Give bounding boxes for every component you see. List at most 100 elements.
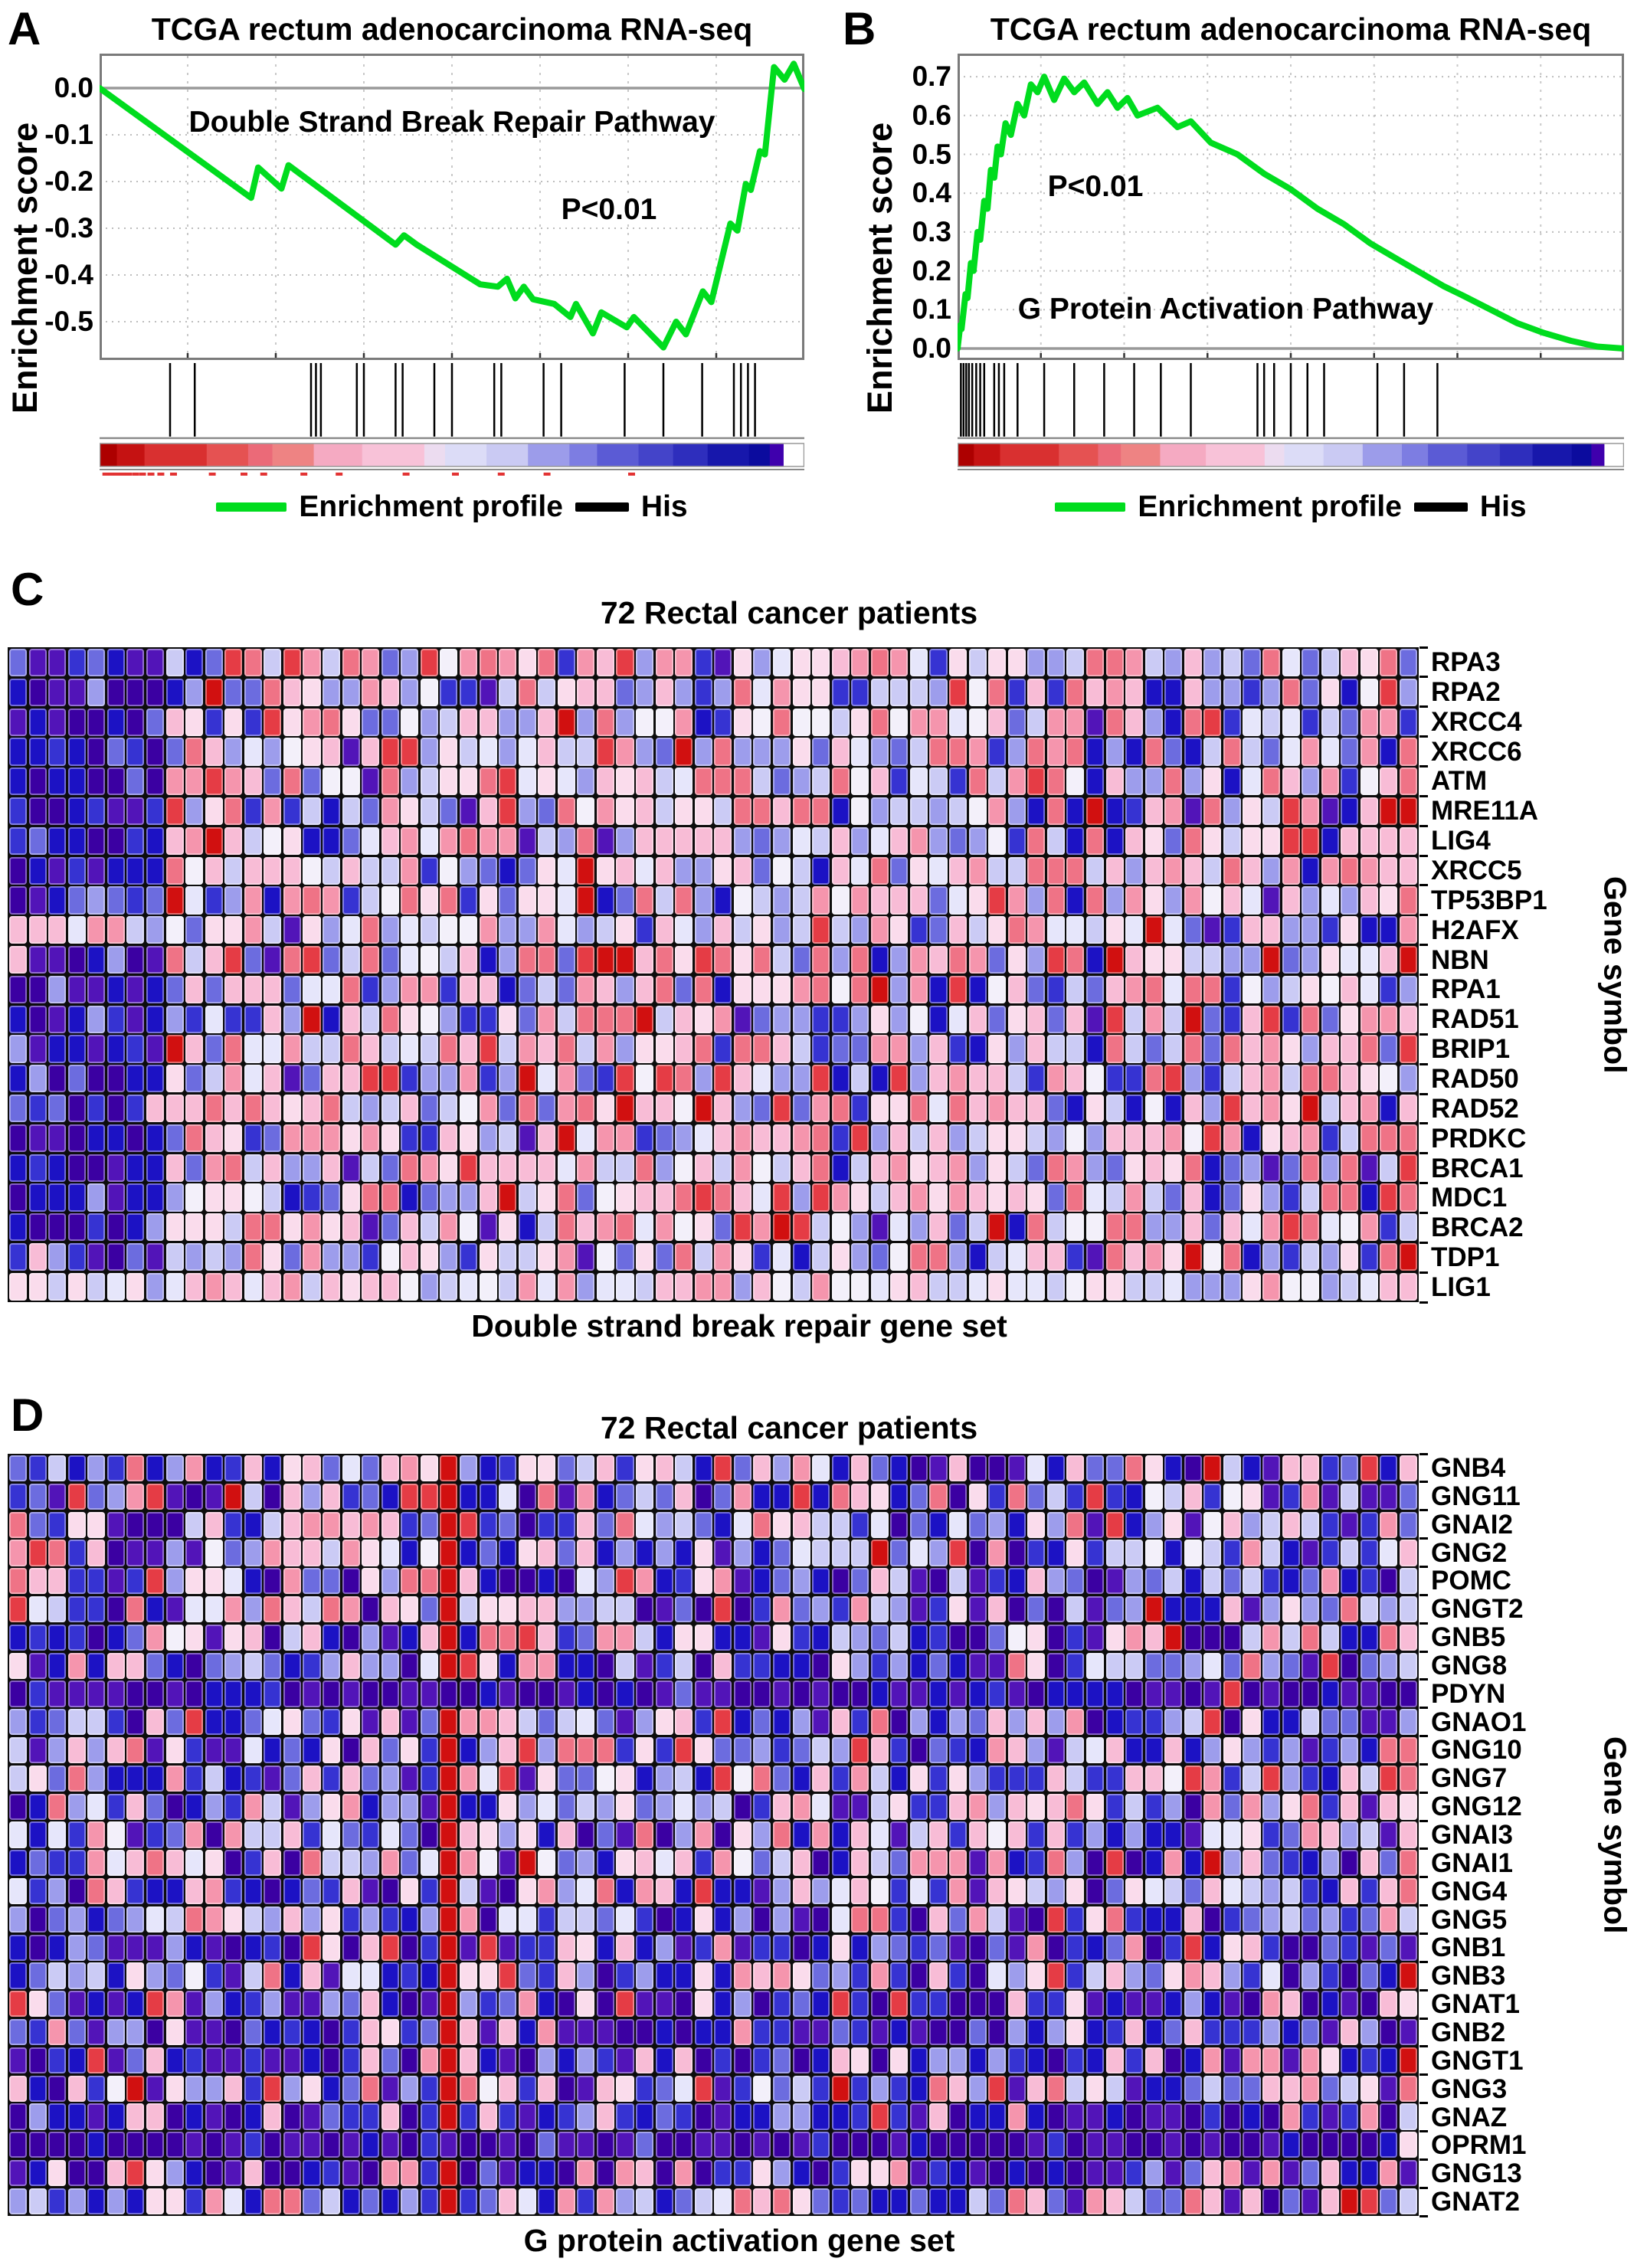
heatmap-cell [9, 886, 28, 915]
heatmap-cell [146, 1736, 164, 1764]
heatmap-cell [303, 975, 321, 1004]
heatmap-cell [968, 1877, 987, 1905]
heatmap-cell [792, 1213, 810, 1242]
heatmap-cell [538, 1652, 556, 1679]
heatmap-cell [616, 767, 634, 796]
heatmap-cell [499, 2075, 517, 2102]
heatmap-cell [616, 797, 634, 826]
heatmap-cell [244, 767, 262, 796]
heatmap-cell [264, 1242, 282, 1271]
heatmap-cell [988, 886, 1007, 915]
heatmap-cell [1262, 1821, 1281, 1848]
heatmap-cell [636, 678, 654, 707]
heatmap-cell [459, 1483, 477, 1510]
heatmap-cell [9, 1736, 28, 1764]
heatmap-cell [655, 1709, 673, 1736]
heatmap-cell [1125, 1877, 1144, 1905]
heatmap-cell [812, 1736, 830, 1764]
heatmap-cell [205, 1094, 223, 1123]
heatmap-cell [1223, 797, 1241, 826]
heatmap-cell [87, 1568, 106, 1595]
heatmap-cell [9, 2018, 28, 2046]
heatmap-cell [616, 886, 634, 915]
heatmap-cell [1302, 2018, 1320, 2046]
heatmap-cell [9, 1850, 28, 1877]
heatmap-cell [224, 1540, 243, 1566]
heatmap-cell [1184, 1652, 1202, 1679]
heatmap-cell [323, 856, 341, 885]
heatmap-cell [401, 1906, 419, 1933]
heatmap-cell [67, 886, 86, 915]
gene-row-tick [1419, 2214, 1428, 2217]
heatmap-cell [244, 1455, 262, 1482]
heatmap-cell [28, 886, 47, 915]
heatmap-cell [772, 1681, 791, 1707]
heatmap-cell [1321, 1736, 1339, 1764]
heatmap-cell [48, 678, 67, 707]
heatmap-cell [459, 856, 477, 885]
heatmap-cell [1144, 1624, 1163, 1651]
gsea-a-pvalue: P<0.01 [561, 193, 657, 226]
heatmap-cell [499, 1595, 517, 1623]
heatmap-cell [1105, 678, 1124, 707]
heatmap-cell [106, 1595, 125, 1623]
heatmap-cell [792, 856, 810, 885]
heatmap-cell [1164, 1709, 1183, 1736]
heatmap-cell [224, 1595, 243, 1623]
heatmap-row [9, 945, 1417, 974]
heatmap-cell [1144, 767, 1163, 796]
heatmap-cell [264, 1540, 282, 1566]
heatmap-cell [479, 1511, 497, 1538]
heatmap-cell [1164, 856, 1183, 885]
heatmap-cell [185, 1906, 204, 1933]
heatmap-cell [381, 1005, 399, 1033]
heatmap-cell [1125, 1213, 1144, 1242]
heatmap-cell [1105, 826, 1124, 856]
heatmap-cell [185, 856, 204, 885]
heatmap-cell [968, 1272, 987, 1301]
heatmap-c-ylabel: Gene symbol [1597, 875, 1633, 1074]
heatmap-cell [1144, 1991, 1163, 2018]
heatmap-cell [929, 1213, 948, 1242]
heatmap-cell [126, 1124, 145, 1153]
heatmap-cell [106, 1511, 125, 1538]
heatmap-cell [323, 1681, 341, 1707]
heatmap-cell [1341, 1568, 1359, 1595]
heatmap-cell [1164, 767, 1183, 796]
heatmap-cell [812, 1991, 830, 2018]
heatmap-cell [538, 916, 556, 944]
heatmap-cell [1360, 767, 1378, 796]
heatmap-cell [87, 856, 106, 885]
heatmap-cell [479, 2047, 497, 2074]
heatmap-cell [831, 649, 850, 677]
heatmap-cell [1399, 916, 1417, 944]
heatmap-cell [28, 975, 47, 1004]
heatmap-cell [792, 945, 810, 974]
heatmap-cell [733, 1065, 751, 1093]
heatmap-cell [303, 1511, 321, 1538]
heatmap-cell [1007, 2075, 1026, 2102]
heatmap-cell [264, 1736, 282, 1764]
heatmap-cell [577, 826, 595, 856]
heatmap-cell [968, 2018, 987, 2046]
heatmap-cell [106, 2103, 125, 2130]
heatmap-cell [694, 1511, 712, 1538]
heatmap-cell [283, 1455, 301, 1482]
heatmap-cell [244, 2132, 262, 2158]
heatmap-cell [909, 797, 928, 826]
heatmap-cell [831, 1821, 850, 1848]
gene-label: XRCC6 [1431, 736, 1522, 767]
heatmap-cell [1223, 649, 1241, 677]
heatmap-cell [988, 1793, 1007, 1820]
heatmap-cell [401, 826, 419, 856]
heatmap-cell [1380, 975, 1398, 1004]
heatmap-cell [655, 1962, 673, 1989]
heatmap-cell [401, 1652, 419, 1679]
heatmap-cell [499, 2188, 517, 2215]
heatmap-cell [988, 975, 1007, 1004]
heatmap-cell [185, 1005, 204, 1033]
gene-row-tick [1419, 765, 1428, 767]
heatmap-cell [459, 1681, 477, 1707]
heatmap-cell [812, 1568, 830, 1595]
heatmap-cell [1105, 1213, 1124, 1242]
